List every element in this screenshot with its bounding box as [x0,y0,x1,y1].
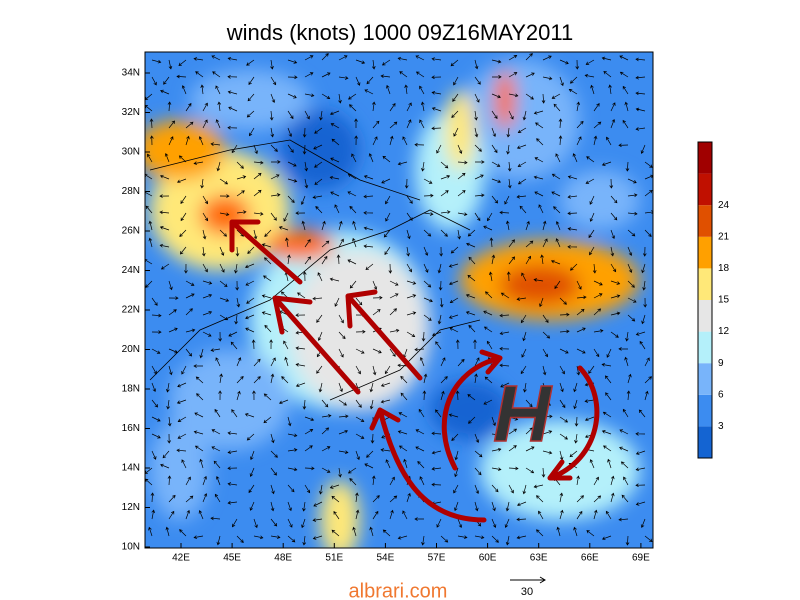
longitude-label: 51E [325,553,343,564]
colorbar: 3 6 9 12 15 18 21 24 [697,141,730,459]
colorbar-label: 3 [718,421,724,432]
annotation-arrows [229,219,600,523]
high-pressure-label: H [493,369,553,458]
colorbar-label: 15 [718,295,730,306]
latitude-label: 12N [122,502,140,513]
watermark: albrari.com [349,580,448,600]
colorbar-label: 9 [718,358,724,369]
latitude-label: 20N [122,344,140,355]
colorbar-frame [697,141,713,459]
latitude-label: 22N [122,305,140,316]
longitude-label: 69E [632,553,650,564]
colorbar-label: 21 [718,231,730,242]
latitude-label: 28N [122,186,140,197]
colorbar-label: 12 [718,326,730,337]
longitude-label: 48E [274,553,292,564]
latitude-label: 18N [122,384,140,395]
longitude-label: 42E [172,553,190,564]
longitude-label: 54E [377,553,395,564]
latitude-label: 16N [122,423,140,434]
longitude-label: 45E [223,553,241,564]
reference-vector [510,576,546,584]
colorbar-bin [698,236,712,269]
latitude-label: 24N [122,265,140,276]
latitude-label: 34N [122,68,140,79]
reference-vector-label: 30 [521,586,533,598]
longitude-labels: 42E 45E 48E 51E 54E 57E 60E 63E 66E 69E [172,543,650,564]
colorbar-bin [698,300,712,332]
colorbar-bin [698,142,712,174]
colorbar-label: 18 [718,263,730,274]
map [145,52,653,548]
colorbar-bin [698,331,712,364]
colorbar-bin [698,426,712,458]
latitude-label: 14N [122,463,140,474]
colorbar-label: 6 [718,389,724,400]
colorbar-bin [698,363,712,395]
latitude-label: 30N [122,147,140,158]
longitude-label: 63E [530,553,548,564]
longitude-label: 66E [581,553,599,564]
colorbar-bin [698,173,712,206]
latitude-label: 26N [122,226,140,237]
latitude-label: 32N [122,107,140,118]
colorbar-bin [698,205,712,237]
longitude-label: 60E [479,553,497,564]
latitude-labels: 10N 12N 14N 16N 18N 20N 22N 24N 26N 28N 30N 32N 34N [122,68,150,553]
map-title: winds (knots) 1000 09Z16MAY2011 [226,20,574,45]
latitude-label: 10N [122,542,140,553]
colorbar-bin [698,268,712,300]
coastline [149,139,481,401]
longitude-label: 57E [428,553,446,564]
colorbar-bin [698,394,712,427]
map-frame [144,51,654,549]
colorbar-label: 24 [718,200,730,211]
